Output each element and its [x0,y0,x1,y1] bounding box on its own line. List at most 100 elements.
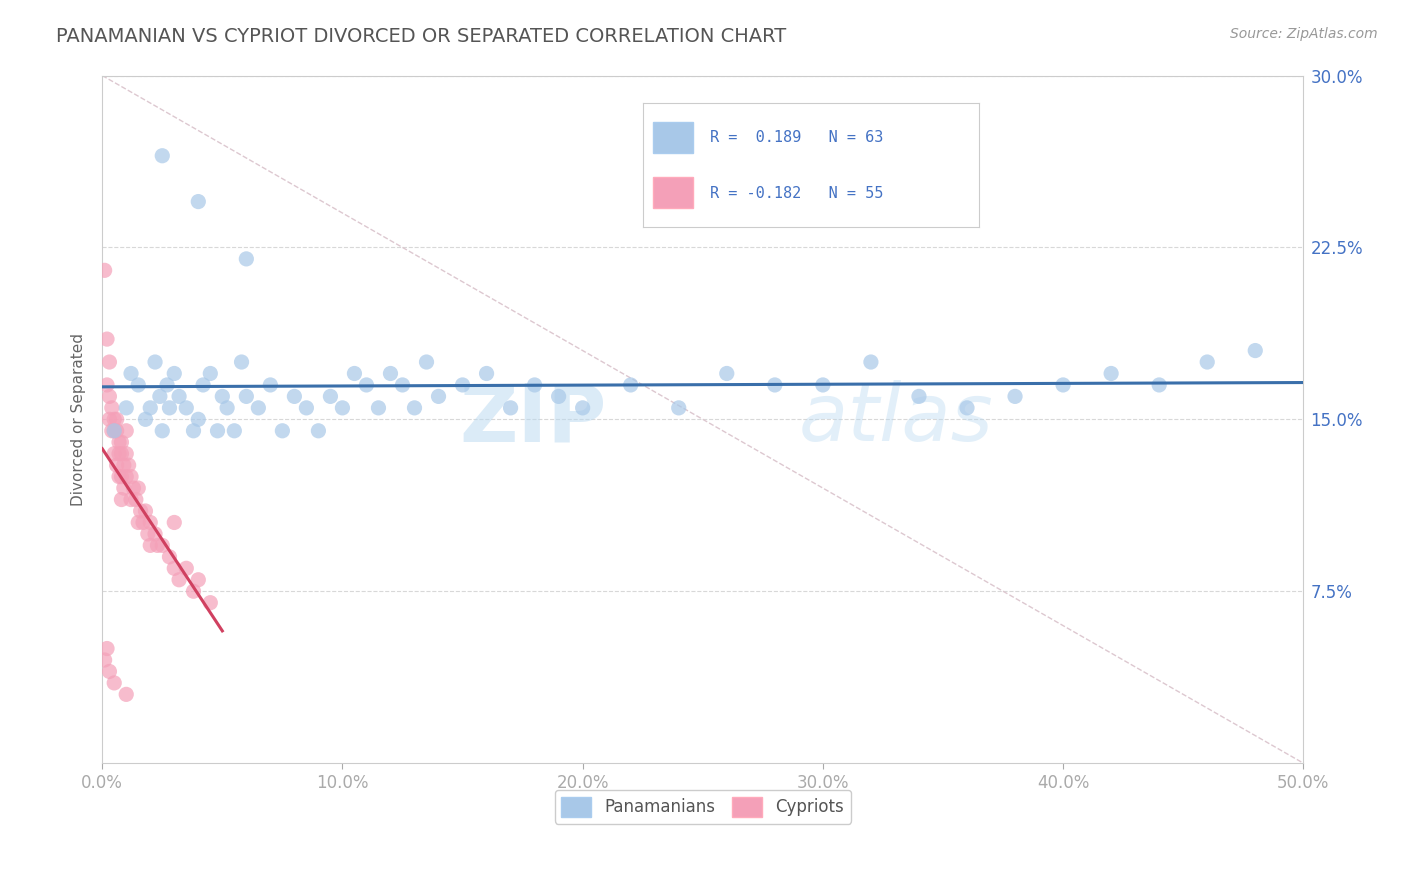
Point [156,378,179,392]
Point [103,424,125,438]
Point [259,378,281,392]
Point [763,378,786,392]
Point [93,653,115,667]
Point [108,469,131,483]
Point [120,367,142,381]
Point [163,367,186,381]
Point [183,424,205,438]
Point [668,401,690,415]
Point [235,389,257,403]
Point [150,149,173,163]
Point [174,561,197,575]
Point [1052,378,1074,392]
Point [475,367,498,381]
Point [127,378,149,392]
Point [101,401,124,415]
Point [1197,355,1219,369]
Point [224,424,246,438]
Point [1147,378,1170,392]
Point [96,641,118,656]
Point [427,389,450,403]
Point [110,469,132,483]
Point [139,538,162,552]
Point [115,469,138,483]
Point [271,424,294,438]
Point [187,194,209,209]
Point [115,424,138,438]
Point [523,378,546,392]
Point [211,389,233,403]
Point [356,378,378,392]
Point [956,401,979,415]
Point [103,676,125,690]
Point [98,389,121,403]
Point [235,252,257,266]
Point [380,367,402,381]
Point [143,527,166,541]
Point [150,538,173,552]
Y-axis label: Divorced or Separated: Divorced or Separated [72,333,86,506]
Point [167,389,190,403]
Point [231,355,253,369]
Point [139,516,162,530]
Point [110,435,132,450]
Point [332,401,354,415]
Point [307,424,329,438]
Point [103,424,125,438]
Point [98,665,121,679]
Point [191,378,214,392]
Point [112,458,135,472]
Point [105,458,128,472]
Point [101,424,124,438]
Point [859,355,882,369]
Point [127,481,149,495]
Point [98,355,121,369]
Point [96,378,118,392]
Point [1099,367,1122,381]
Point [1244,343,1267,358]
Point [150,424,173,438]
Point [499,401,522,415]
Point [187,573,209,587]
Point [115,687,138,701]
Point [247,401,270,415]
Point [127,516,149,530]
Point [571,401,593,415]
Point [125,492,148,507]
Point [132,516,155,530]
Point [451,378,474,392]
Point [391,378,413,392]
Point [295,401,318,415]
Point [108,435,131,450]
Point [404,401,426,415]
Point [108,447,131,461]
Point [110,447,132,461]
Point [183,584,205,599]
Point [122,481,145,495]
Point [283,389,305,403]
Point [811,378,834,392]
Point [174,401,197,415]
Point [103,447,125,461]
Point [187,412,209,426]
Text: Source: ZipAtlas.com: Source: ZipAtlas.com [1230,27,1378,41]
Point [93,263,115,277]
Point [117,458,139,472]
Point [217,401,239,415]
Point [319,389,342,403]
Point [200,367,222,381]
Point [159,401,181,415]
Point [134,412,156,426]
Point [149,389,172,403]
Point [146,538,169,552]
Point [343,367,366,381]
Point [163,516,186,530]
Point [136,527,159,541]
Point [115,447,138,461]
Point [96,332,118,346]
Text: atlas: atlas [799,380,994,458]
Point [1004,389,1026,403]
Point [167,573,190,587]
Point [415,355,437,369]
Point [103,412,125,426]
